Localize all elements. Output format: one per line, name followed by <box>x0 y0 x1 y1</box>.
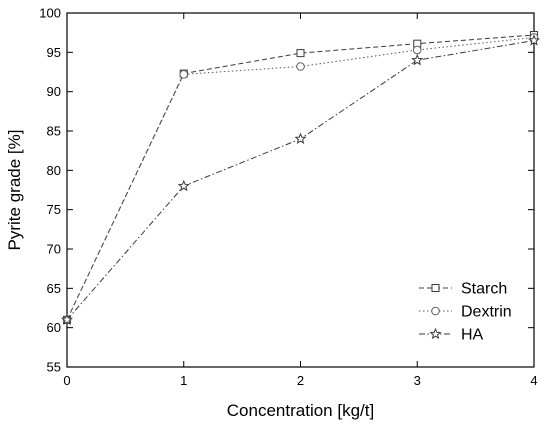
data-point-dextrin <box>412 45 422 55</box>
legend-label-dextrin: Dextrin <box>461 304 512 321</box>
series-layer <box>60 31 541 325</box>
legend: Starch Dextrin HA <box>419 281 512 344</box>
data-point-starch <box>296 49 305 58</box>
y-tick-label: 60 <box>47 320 61 335</box>
y-tick-label: 75 <box>47 202 61 217</box>
y-tick-label: 85 <box>47 124 61 139</box>
data-point-ha <box>411 53 424 66</box>
data-point-ha <box>60 313 74 325</box>
data-point-ha <box>294 132 307 144</box>
legend-marker-ha <box>429 327 442 340</box>
y-axis-title: Pyrite grade [%] <box>5 130 24 251</box>
x-tick-label: 3 <box>414 373 421 388</box>
axis-ticks: 0 1 2 3 4 55 60 65 70 75 80 85 90 95 100 <box>39 6 537 389</box>
y-tick-label: 70 <box>47 242 61 257</box>
y-tick-label: 95 <box>47 45 61 60</box>
legend-marker-dextrin <box>431 306 440 316</box>
y-tick-label: 55 <box>47 360 61 375</box>
y-tick-label: 90 <box>47 84 61 99</box>
legend-marker-starch <box>431 284 440 292</box>
legend-label-ha: HA <box>461 327 484 344</box>
y-tick-label: 65 <box>47 281 61 296</box>
data-point-dextrin <box>179 70 189 79</box>
series-line-starch <box>66 34 535 321</box>
y-tick-label: 100 <box>39 6 61 21</box>
legend-label-starch: Starch <box>461 281 507 298</box>
x-tick-label: 1 <box>180 373 187 388</box>
y-tick-label: 80 <box>47 163 61 178</box>
x-tick-label: 4 <box>530 373 537 388</box>
data-point-ha <box>177 179 190 192</box>
x-axis-title: Concentration [kg/t] <box>227 401 374 420</box>
x-tick-label: 0 <box>63 373 70 388</box>
series-line-ha <box>66 40 535 321</box>
x-tick-label: 2 <box>297 373 304 388</box>
series-line-dextrin <box>66 36 535 321</box>
data-point-ha <box>527 34 541 46</box>
data-point-dextrin <box>296 62 305 71</box>
